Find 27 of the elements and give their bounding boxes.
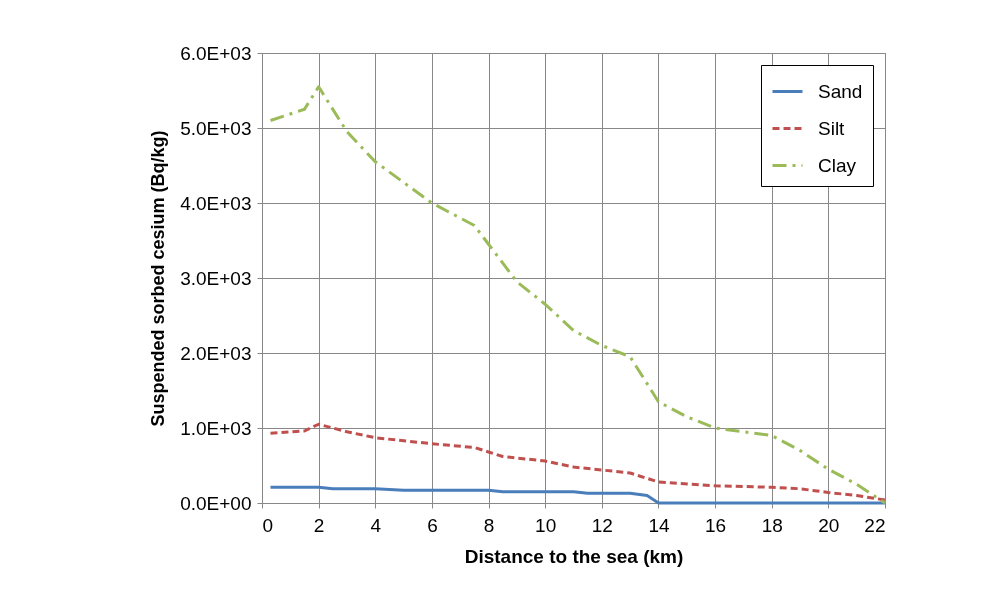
legend-label: Clay	[818, 154, 857, 176]
x-axis-title: Distance to the sea (km)	[464, 545, 684, 567]
x-tick-label: 10	[535, 514, 557, 536]
y-tick-label: 6.0E+03	[180, 42, 252, 64]
y-tick-label: 5.0E+03	[180, 117, 252, 139]
x-tick-label: 20	[818, 514, 840, 536]
line-series	[269, 485, 887, 505]
x-tick-label: 16	[705, 514, 727, 536]
x-tick-label: 22	[864, 514, 886, 536]
y-axis-title: Suspended sorbed cesium (Bq/kg)	[148, 130, 169, 427]
legend-label: Sand	[818, 80, 863, 102]
x-tick-label: 12	[591, 514, 613, 536]
legend-label: Silt	[818, 117, 846, 139]
x-tick-label: 14	[648, 514, 670, 536]
x-tick-label: 0	[262, 514, 274, 536]
x-tick-label: 4	[370, 514, 382, 536]
y-tick-label: 0.0E+00	[180, 492, 252, 514]
y-tick-label: 2.0E+03	[180, 342, 252, 364]
line-series	[269, 85, 887, 505]
x-tick-label: 6	[427, 514, 438, 536]
line-series	[269, 422, 887, 502]
x-tick-label: 18	[761, 514, 783, 536]
x-tick-label: 8	[483, 514, 495, 536]
y-tick-label: 3.0E+03	[180, 267, 252, 289]
y-tick-label: 4.0E+03	[180, 192, 252, 214]
x-tick-label: 2	[313, 514, 325, 536]
y-tick-label: 1.0E+03	[180, 417, 252, 439]
